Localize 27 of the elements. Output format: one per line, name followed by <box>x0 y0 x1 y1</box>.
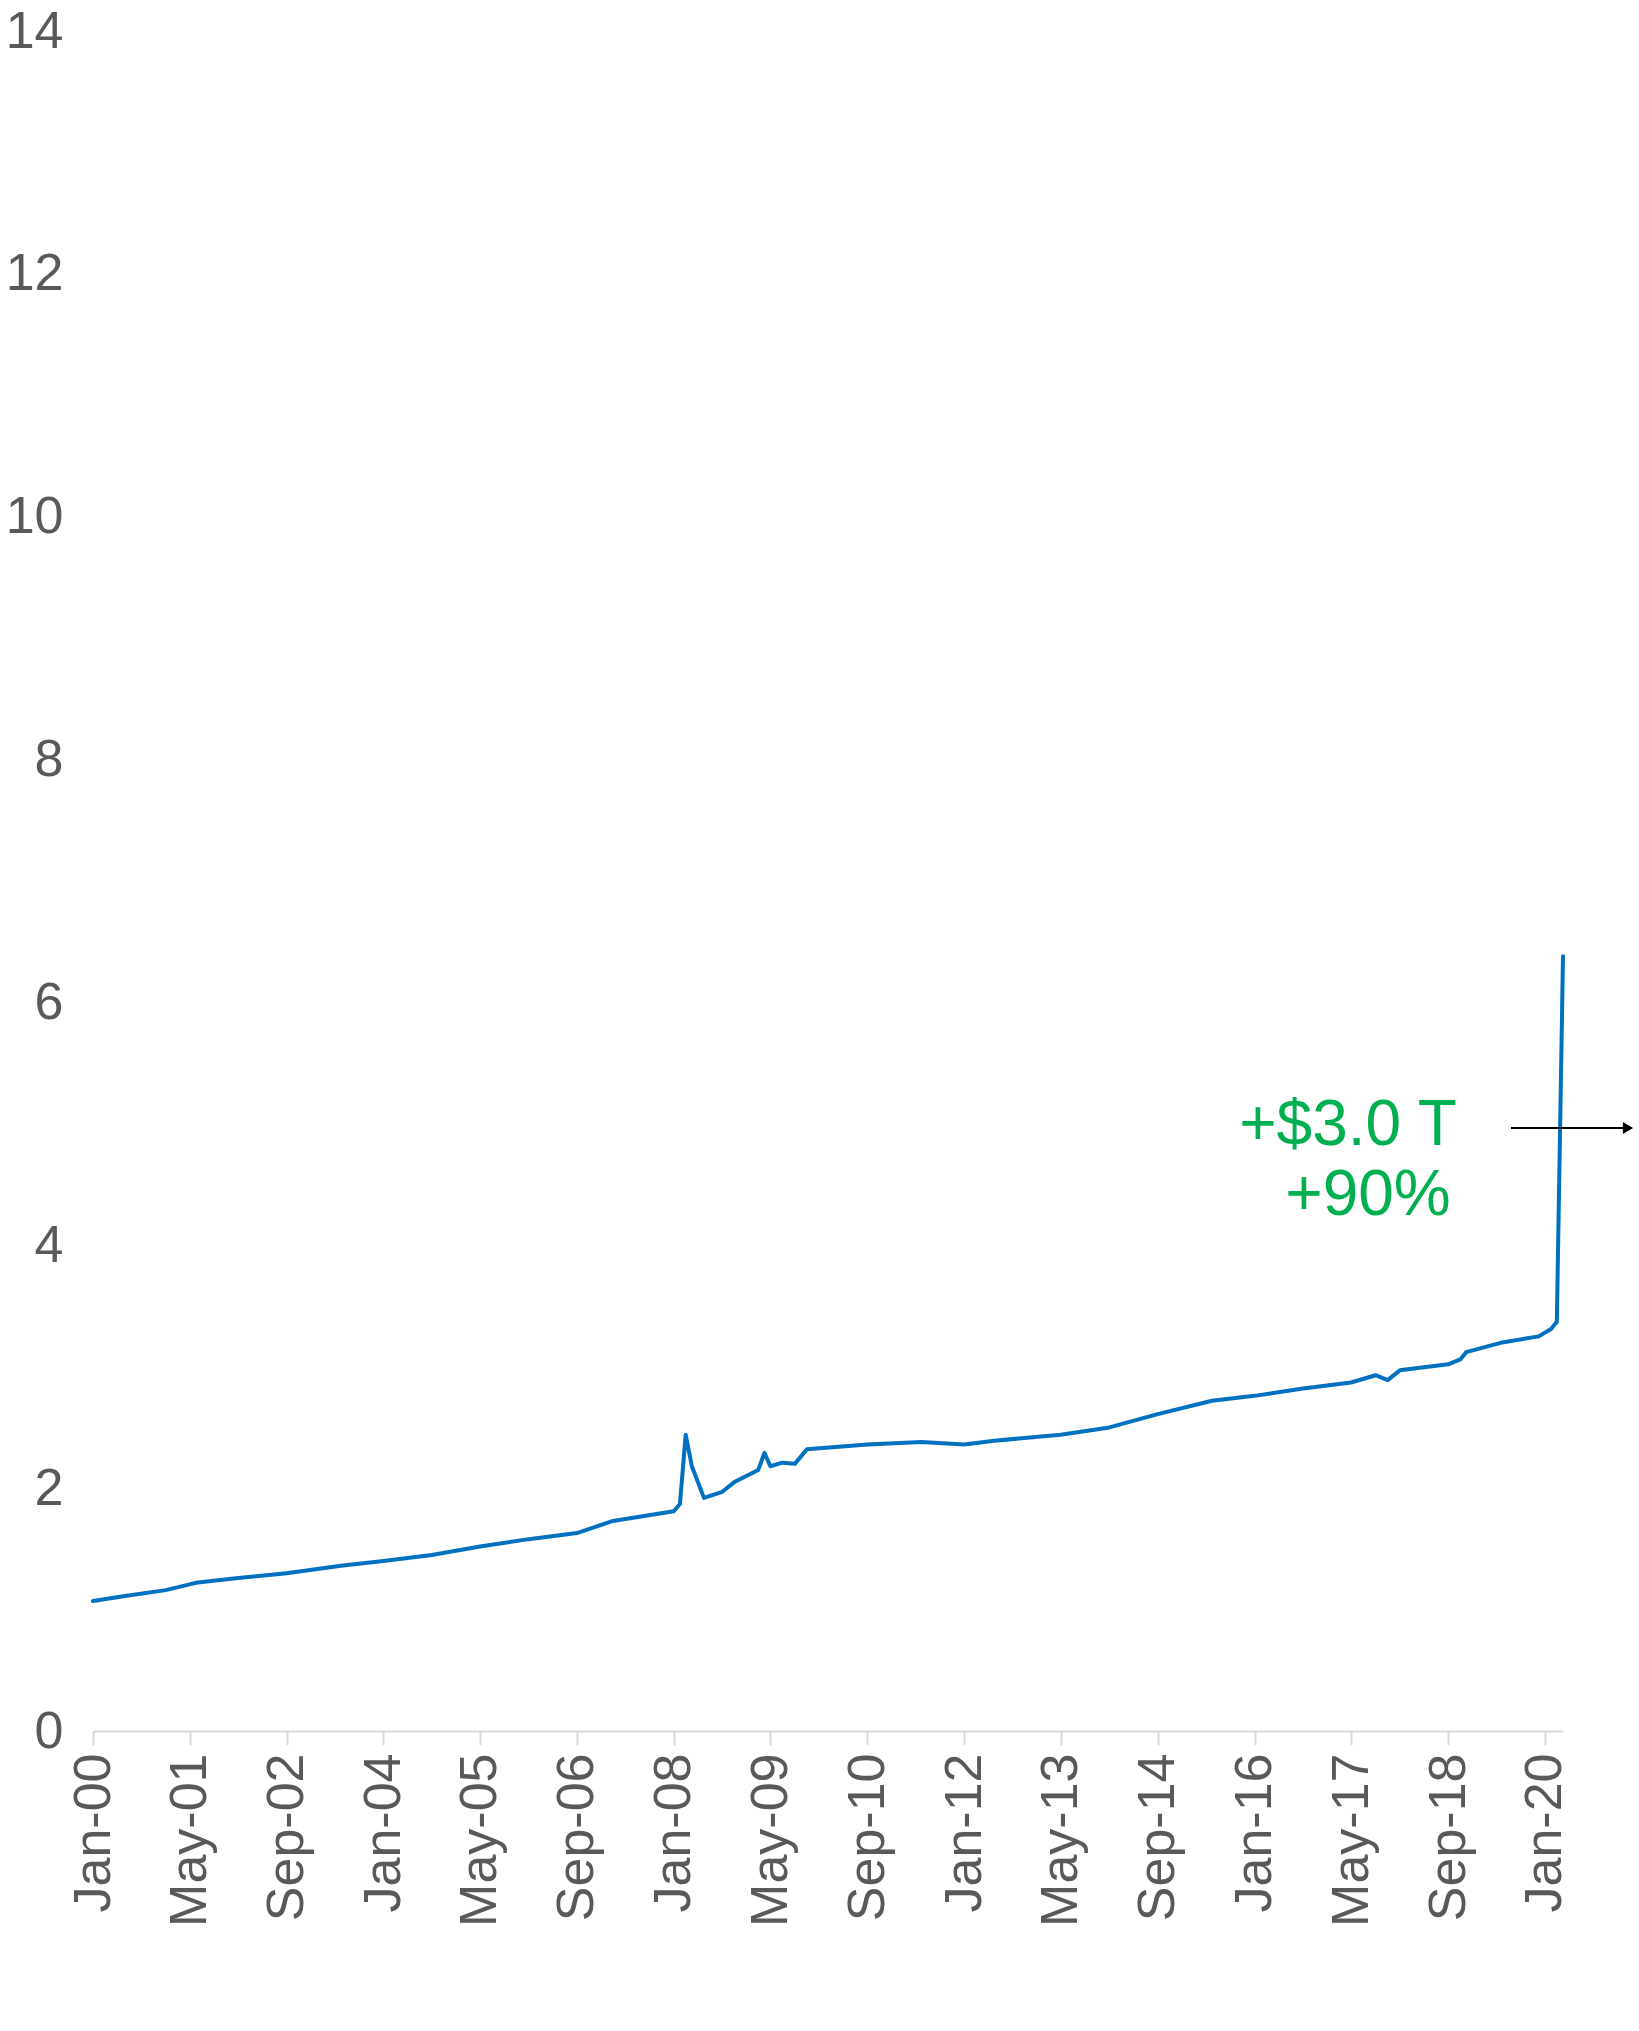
y-tick-label: 12 <box>5 243 64 302</box>
x-tick-label: Jan-20 <box>1514 1753 1573 1913</box>
x-tick-label: May-01 <box>159 1753 218 1927</box>
x-tick-label: Jan-12 <box>933 1753 992 1913</box>
x-tick-label: Jan-16 <box>1224 1753 1283 1913</box>
x-tick-label: May-05 <box>449 1753 508 1927</box>
y-tick-label: 8 <box>34 729 64 788</box>
x-tick-label: Jan-00 <box>62 1753 121 1913</box>
x-tick-label: Jan-04 <box>352 1753 411 1913</box>
y-tick-label: 0 <box>34 1700 64 1759</box>
x-tick-label: May-09 <box>739 1753 798 1927</box>
y-tick-label: 14 <box>5 0 64 59</box>
y-tick-label: 6 <box>34 971 64 1030</box>
x-tick-label: Jan-08 <box>643 1753 702 1913</box>
x-tick-label: Sep-02 <box>256 1753 315 1922</box>
x-tick-label: Sep-06 <box>546 1753 605 1922</box>
x-tick-label: May-17 <box>1320 1753 1379 1927</box>
y-tick-label: 4 <box>34 1214 64 1273</box>
x-tick-label: Sep-10 <box>836 1753 895 1922</box>
annotation: +90% <box>1285 1157 1451 1229</box>
y-tick-label: 2 <box>34 1457 64 1516</box>
x-tick-label: Sep-18 <box>1417 1753 1476 1922</box>
line-series <box>91 954 1565 1604</box>
x-tick-label: Sep-14 <box>1127 1753 1186 1922</box>
x-tick-label: May-13 <box>1030 1753 1089 1927</box>
y-tick-label: 10 <box>5 486 64 545</box>
annotation: +$3.0 T <box>1239 1087 1457 1159</box>
